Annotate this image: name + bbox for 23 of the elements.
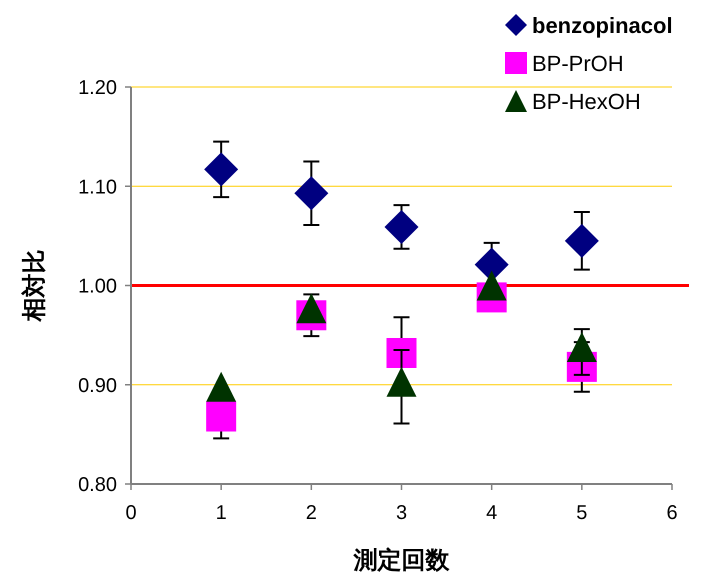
x-tick-label: 6 <box>666 502 678 524</box>
legend-label: BP-HexOH <box>532 89 641 114</box>
y-tick-label: 0.80 <box>78 474 117 496</box>
y-tick-label: 0.90 <box>78 374 117 397</box>
x-tick-label: 2 <box>306 502 317 524</box>
x-tick-label: 3 <box>396 502 408 524</box>
x-axis-title: 測定回数 <box>352 547 450 574</box>
point <box>386 338 416 368</box>
y-axis-title: 相対比 <box>21 250 48 322</box>
point <box>204 152 238 186</box>
y-tick-label: 1.10 <box>78 176 117 198</box>
x-tick-label: 4 <box>486 502 498 524</box>
legend-label: BP-PrOH <box>532 51 624 76</box>
point <box>294 176 328 210</box>
point <box>206 402 236 432</box>
point <box>564 224 599 258</box>
point <box>384 210 418 244</box>
y-tick-label: 1.20 <box>78 77 117 99</box>
x-tick-label: 1 <box>216 502 227 524</box>
legend-label: benzopinacol <box>532 13 673 38</box>
x-tick-label: 5 <box>576 502 588 524</box>
y-tick-label: 1.00 <box>78 276 117 298</box>
x-tick-label: 0 <box>125 502 137 524</box>
